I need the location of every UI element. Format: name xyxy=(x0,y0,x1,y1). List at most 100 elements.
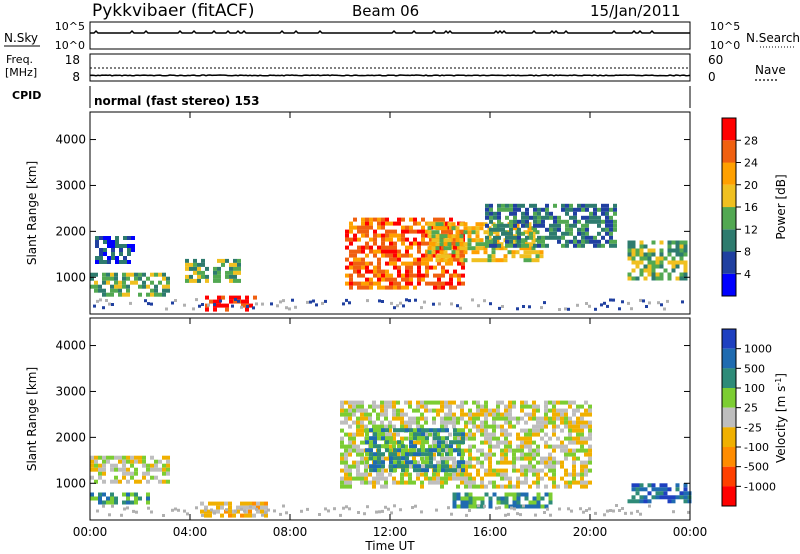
power-colorbar-swatch xyxy=(722,273,736,297)
data-cell-p0-r4 xyxy=(461,229,465,234)
data-cell-p1-r0 xyxy=(102,500,106,505)
data-cell-p0-r5 xyxy=(431,230,436,235)
data-cell-p0-r4 xyxy=(385,221,389,226)
data-cell-p0-r6 xyxy=(513,203,517,208)
data-cell-p0-r5 xyxy=(503,246,508,251)
data-cell-p0-r4 xyxy=(409,241,413,246)
data-cell-p0-r5 xyxy=(487,258,492,263)
data-cell-p0-r6 xyxy=(493,243,497,248)
data-cell-p1-r5 xyxy=(460,504,465,509)
data-cell-p1-r1 xyxy=(130,475,134,480)
data-cell-p1-r2 xyxy=(260,501,264,506)
data-cell-p0-r0 xyxy=(150,280,154,285)
data-cell-p0-r0 xyxy=(150,292,154,297)
groundscatter-cell xyxy=(198,304,201,308)
data-cell-p0-r5 xyxy=(439,226,444,231)
data-cell-p0-r6 xyxy=(533,227,537,232)
data-cell-p0-r7 xyxy=(683,248,688,253)
data-cell-p1-r5 xyxy=(464,500,469,505)
ytick-label: 3000 xyxy=(55,178,86,192)
data-cell-p1-r3 xyxy=(560,448,564,453)
data-cell-p0-r4 xyxy=(425,281,429,286)
data-cell-p1-r3 xyxy=(516,468,520,473)
data-cell-p1-r3 xyxy=(384,424,388,429)
data-cell-p1-r3 xyxy=(476,484,480,489)
data-cell-p0-r4 xyxy=(441,269,445,274)
data-cell-p1-r3 xyxy=(476,424,480,429)
data-cell-p1-r6 xyxy=(639,483,644,488)
data-cell-p0-r4 xyxy=(349,225,353,230)
data-cell-p0-r4 xyxy=(365,269,369,274)
data-cell-p0-r6 xyxy=(533,211,537,216)
velocity-colorbar-tick-label: -500 xyxy=(744,461,769,474)
xtick-label: 12:00 xyxy=(373,525,408,539)
data-cell-p1-r3 xyxy=(564,408,568,413)
data-cell-p1-r0 xyxy=(98,496,102,501)
data-cell-p1-r3 xyxy=(544,464,548,469)
data-cell-p0-r4 xyxy=(417,229,421,234)
data-cell-p0-r3 xyxy=(233,295,237,300)
data-cell-p0-r4 xyxy=(361,265,365,270)
data-cell-p0-r1 xyxy=(119,248,123,252)
data-cell-p1-r3 xyxy=(512,400,516,405)
data-cell-p1-r3 xyxy=(484,440,488,445)
groundscatter-cell xyxy=(309,300,312,304)
data-cell-p1-r3 xyxy=(536,480,540,485)
velocity-label-close: ] xyxy=(774,373,788,378)
data-cell-p0-r5 xyxy=(491,250,496,255)
data-cell-p1-r6 xyxy=(683,495,688,500)
data-cell-p0-r5 xyxy=(475,250,480,255)
data-cell-p0-r6 xyxy=(517,235,521,240)
data-cell-p1-r1 xyxy=(134,479,138,484)
data-cell-p0-r4 xyxy=(373,265,377,270)
data-cell-p1-r4 xyxy=(433,468,437,473)
data-cell-p0-r4 xyxy=(377,233,381,238)
data-cell-p1-r3 xyxy=(536,472,540,477)
groundscatter-cell xyxy=(624,511,627,515)
data-cell-p0-r4 xyxy=(345,245,349,250)
data-cell-p1-r4 xyxy=(377,444,381,449)
data-cell-p0-r6 xyxy=(569,203,573,208)
data-cell-p1-r3 xyxy=(556,460,560,465)
data-cell-p1-r3 xyxy=(572,412,576,417)
data-cell-p1-r3 xyxy=(484,452,488,457)
data-cell-p1-r3 xyxy=(500,460,504,465)
data-cell-p1-r3 xyxy=(444,400,448,405)
data-cell-p0-r3 xyxy=(233,299,237,304)
groundscatter-cell xyxy=(150,302,153,306)
data-cell-p0-r7 xyxy=(639,256,644,261)
data-cell-p0-r4 xyxy=(345,281,349,286)
data-cell-p0-r4 xyxy=(453,269,457,274)
data-cell-p1-r3 xyxy=(348,412,352,417)
data-cell-p1-r3 xyxy=(552,472,556,477)
data-cell-p1-r2 xyxy=(248,509,252,514)
data-cell-p0-r6 xyxy=(585,203,589,208)
power-colorbar-tick-label: 8 xyxy=(744,246,751,259)
cpid-label: CPID xyxy=(12,89,41,102)
data-cell-p1-r3 xyxy=(520,440,524,445)
data-cell-p0-r6 xyxy=(493,215,497,220)
data-cell-p0-r2 xyxy=(221,262,225,267)
data-cell-p0-r7 xyxy=(675,248,680,253)
data-cell-p0-r6 xyxy=(613,223,617,228)
data-cell-p0-r2 xyxy=(233,278,237,283)
data-cell-p0-r6 xyxy=(569,231,573,236)
data-cell-p0-r6 xyxy=(533,215,537,220)
data-cell-p0-r3 xyxy=(213,307,217,312)
data-cell-p0-r1 xyxy=(111,252,115,256)
data-cell-p1-r3 xyxy=(520,464,524,469)
groundscatter-cell xyxy=(621,300,624,304)
data-cell-p1-r6 xyxy=(679,495,684,500)
data-cell-p0-r4 xyxy=(425,273,429,278)
data-cell-p1-r3 xyxy=(504,436,508,441)
data-cell-p1-r3 xyxy=(444,472,448,477)
groundscatter-cell xyxy=(111,504,114,508)
groundscatter-cell xyxy=(618,509,621,512)
data-cell-p1-r3 xyxy=(480,480,484,485)
data-cell-p0-r6 xyxy=(589,219,593,224)
data-cell-p0-r4 xyxy=(441,285,445,290)
data-cell-p1-r2 xyxy=(200,509,204,514)
data-cell-p1-r0 xyxy=(98,500,102,505)
data-cell-p0-r4 xyxy=(449,273,453,278)
